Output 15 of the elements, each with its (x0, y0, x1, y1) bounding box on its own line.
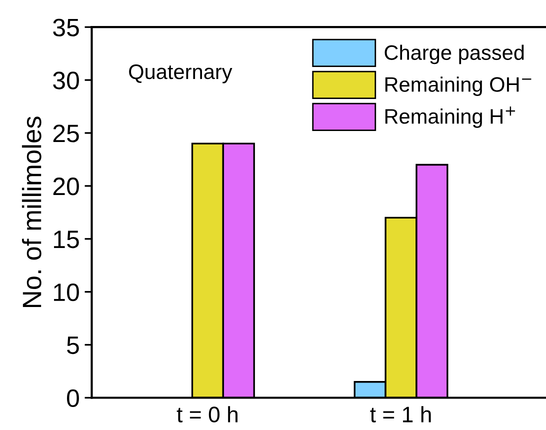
y-tick-label: 35 (53, 18, 79, 36)
y-tick-label: 30 (53, 72, 79, 90)
y-tick-label: 15 (54, 230, 79, 248)
legend-label: Charge passed (384, 44, 524, 64)
x-tick-label: t = 1 h (370, 406, 431, 422)
y-tick-label: 0 (66, 389, 79, 408)
y-tick-label: 5 (67, 336, 79, 354)
legend-label: Remaining OH$^{−}$ (385, 76, 532, 96)
y-tick-label: 25 (53, 124, 79, 142)
y-tick-label: 10 (54, 283, 79, 302)
legend-label: Remaining H$^{+}$ (385, 106, 516, 128)
y-axis-title: No. of millimoles (22, 116, 42, 308)
y-tick-label: 20 (53, 178, 79, 196)
annotation: Quaternary (129, 64, 232, 84)
x-tick-label: t = 0 h (176, 406, 238, 422)
